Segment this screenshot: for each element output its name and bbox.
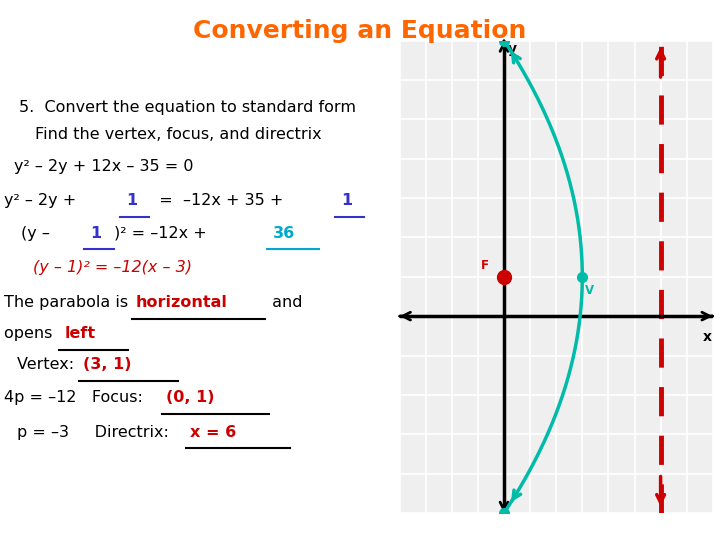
Text: Find the vertex, focus, and directrix: Find the vertex, focus, and directrix xyxy=(35,127,322,142)
Text: 1: 1 xyxy=(90,226,102,240)
Text: x = 6: x = 6 xyxy=(189,424,236,440)
Text: horizontal: horizontal xyxy=(136,295,228,310)
Text: F: F xyxy=(480,259,488,272)
Text: 36: 36 xyxy=(272,226,294,240)
Text: opens: opens xyxy=(4,326,58,341)
Text: y² – 2y + 12x – 35 = 0: y² – 2y + 12x – 35 = 0 xyxy=(14,159,194,174)
Text: y² – 2y +: y² – 2y + xyxy=(4,193,81,208)
Text: )² = –12x +: )² = –12x + xyxy=(114,226,212,240)
Text: (y – 1)² = –12(x – 3): (y – 1)² = –12(x – 3) xyxy=(33,260,192,275)
Text: Converting an Equation: Converting an Equation xyxy=(193,19,527,43)
Text: 4p = –12   Focus:: 4p = –12 Focus: xyxy=(4,390,153,405)
Text: (y –: (y – xyxy=(21,226,55,240)
Text: 5.  Convert the equation to standard form: 5. Convert the equation to standard form xyxy=(19,100,356,115)
Text: 1: 1 xyxy=(341,193,353,208)
Text: The parabola is: The parabola is xyxy=(4,295,133,310)
Text: =  –12x + 35 +: = –12x + 35 + xyxy=(149,193,289,208)
Text: 1: 1 xyxy=(126,193,138,208)
Text: y: y xyxy=(508,43,517,57)
Text: V: V xyxy=(585,285,595,298)
Text: (3, 1): (3, 1) xyxy=(83,357,131,372)
Text: p = –3     Directrix:: p = –3 Directrix: xyxy=(17,424,179,440)
Text: x: x xyxy=(703,330,711,344)
Text: (0, 1): (0, 1) xyxy=(166,390,214,405)
Text: Vertex:: Vertex: xyxy=(17,357,84,372)
Text: left: left xyxy=(64,326,95,341)
Text: and: and xyxy=(267,295,302,310)
